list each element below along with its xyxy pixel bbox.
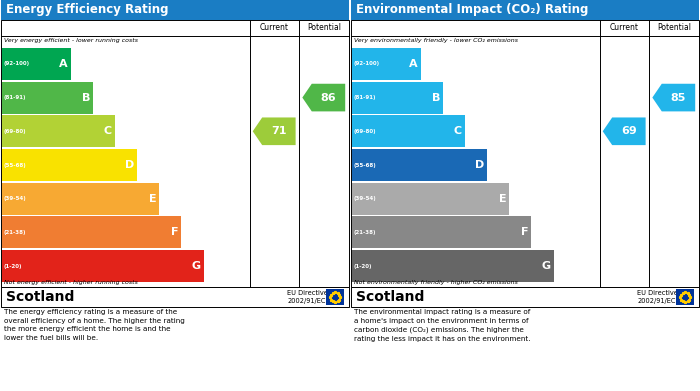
Text: B: B xyxy=(82,93,90,102)
Bar xyxy=(352,48,421,80)
Text: Energy Efficiency Rating: Energy Efficiency Rating xyxy=(6,4,169,16)
Text: (69-80): (69-80) xyxy=(4,129,27,134)
Bar xyxy=(2,48,71,80)
Text: (21-38): (21-38) xyxy=(354,230,377,235)
Text: (39-54): (39-54) xyxy=(354,196,377,201)
Text: (21-38): (21-38) xyxy=(4,230,27,235)
Bar xyxy=(352,183,510,215)
Bar xyxy=(1,20,349,287)
Bar xyxy=(326,289,344,305)
Text: (69-80): (69-80) xyxy=(354,129,377,134)
Text: EU Directive
2002/91/EC: EU Directive 2002/91/EC xyxy=(636,290,678,304)
Text: 69: 69 xyxy=(621,126,637,136)
Text: B: B xyxy=(432,93,440,102)
Text: F: F xyxy=(521,228,528,237)
Bar xyxy=(2,250,204,282)
Text: (1-20): (1-20) xyxy=(354,264,372,269)
Text: Scotland: Scotland xyxy=(356,290,424,304)
Bar xyxy=(2,183,160,215)
Bar xyxy=(352,216,531,249)
Polygon shape xyxy=(652,84,695,111)
Text: Not environmentally friendly - higher CO₂ emissions: Not environmentally friendly - higher CO… xyxy=(354,280,518,285)
Text: (1-20): (1-20) xyxy=(4,264,22,269)
Bar xyxy=(351,287,699,307)
Bar xyxy=(351,0,699,20)
Text: The environmental impact rating is a measure of
a home's impact on the environme: The environmental impact rating is a mea… xyxy=(354,309,531,342)
Text: Scotland: Scotland xyxy=(6,290,74,304)
Bar xyxy=(2,115,115,147)
Text: (92-100): (92-100) xyxy=(354,61,380,66)
Polygon shape xyxy=(253,117,295,145)
Text: 71: 71 xyxy=(271,126,286,136)
Text: F: F xyxy=(171,228,178,237)
Text: E: E xyxy=(498,194,506,204)
Bar xyxy=(676,289,694,305)
Bar xyxy=(2,149,137,181)
Text: Potential: Potential xyxy=(307,23,341,32)
Text: (81-91): (81-91) xyxy=(4,95,27,100)
Text: The energy efficiency rating is a measure of the
overall efficiency of a home. T: The energy efficiency rating is a measur… xyxy=(4,309,185,341)
Text: Very energy efficient - lower running costs: Very energy efficient - lower running co… xyxy=(4,38,138,43)
Text: Current: Current xyxy=(610,23,638,32)
Bar xyxy=(2,81,93,114)
Text: D: D xyxy=(475,160,484,170)
Text: EU Directive
2002/91/EC: EU Directive 2002/91/EC xyxy=(286,290,328,304)
Text: (55-68): (55-68) xyxy=(4,163,27,167)
Text: A: A xyxy=(60,59,68,69)
Text: (39-54): (39-54) xyxy=(4,196,27,201)
Bar xyxy=(352,81,443,114)
Polygon shape xyxy=(302,84,345,111)
Text: D: D xyxy=(125,160,134,170)
Text: G: G xyxy=(191,261,201,271)
Bar xyxy=(2,216,181,249)
Text: 85: 85 xyxy=(671,93,686,102)
Text: Potential: Potential xyxy=(657,23,691,32)
Text: Very environmentally friendly - lower CO₂ emissions: Very environmentally friendly - lower CO… xyxy=(354,38,518,43)
Text: Environmental Impact (CO₂) Rating: Environmental Impact (CO₂) Rating xyxy=(356,4,589,16)
Text: G: G xyxy=(541,261,551,271)
Text: 86: 86 xyxy=(321,93,336,102)
Text: A: A xyxy=(410,59,418,69)
Text: E: E xyxy=(148,194,156,204)
Text: Current: Current xyxy=(260,23,288,32)
Bar xyxy=(1,287,349,307)
Text: C: C xyxy=(454,126,462,136)
Bar xyxy=(352,115,465,147)
Bar xyxy=(352,250,554,282)
Bar xyxy=(1,0,349,20)
Polygon shape xyxy=(603,117,645,145)
Bar xyxy=(351,20,699,287)
Text: (55-68): (55-68) xyxy=(354,163,377,167)
Text: Not energy efficient - higher running costs: Not energy efficient - higher running co… xyxy=(4,280,138,285)
Text: (81-91): (81-91) xyxy=(354,95,377,100)
Bar xyxy=(352,149,487,181)
Text: (92-100): (92-100) xyxy=(4,61,30,66)
Text: C: C xyxy=(104,126,112,136)
